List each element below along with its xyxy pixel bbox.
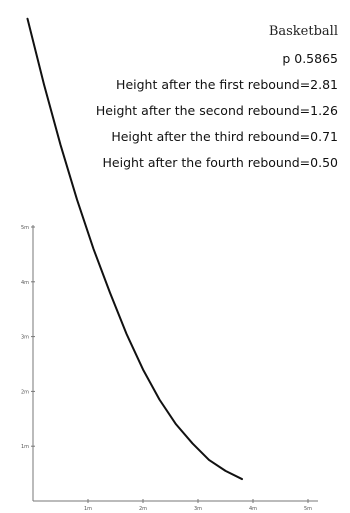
- y-tick-label: 3m: [21, 335, 29, 341]
- first-rebound-label: Height after the first rebound=2.81: [116, 77, 338, 92]
- y-tick-label: 4m: [21, 280, 29, 286]
- axes: [32, 225, 318, 502]
- y-tick-label: 2m: [21, 389, 29, 395]
- x-tick-label: 3m: [194, 506, 202, 512]
- p-value-label: p 0.5865: [282, 51, 338, 66]
- third-rebound-label: Height after the third rebound=0.71: [111, 129, 338, 144]
- fourth-rebound-label: Height after the fourth rebound=0.50: [102, 155, 338, 170]
- series-line: [26, 17, 243, 481]
- x-tick-label: 2m: [139, 506, 147, 512]
- x-tick-label: 1m: [84, 506, 92, 512]
- y-tick-label: 1m: [21, 444, 29, 450]
- second-rebound-label: Height after the second rebound=1.26: [95, 103, 338, 118]
- y-tick-label: 5m: [21, 225, 29, 231]
- ticks: 1m 2m 3m 4m 5m 1m 2m 3m 4m 5m: [21, 225, 312, 512]
- x-tick-label: 5m: [304, 506, 312, 512]
- chart-title: Basketball: [268, 24, 338, 39]
- x-tick-label: 4m: [249, 506, 257, 512]
- curve-layer: [26, 17, 243, 481]
